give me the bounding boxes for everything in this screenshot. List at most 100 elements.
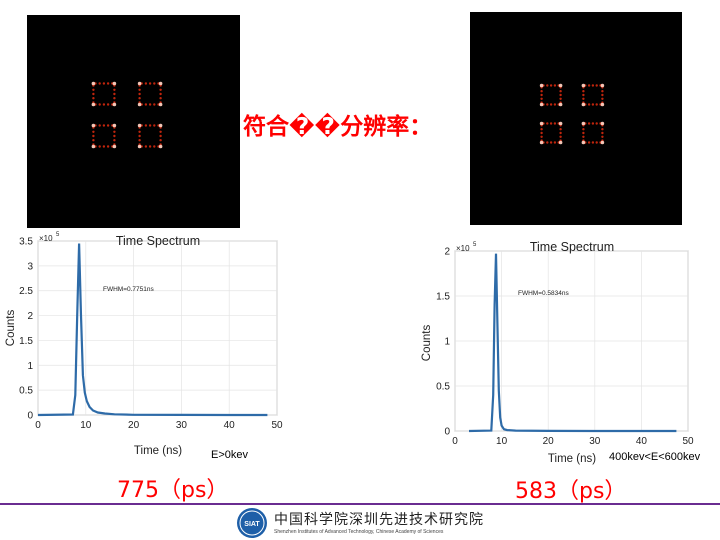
flood-spot — [600, 83, 605, 88]
x-tick-label: 20 — [543, 436, 555, 447]
flood-spot — [138, 97, 141, 100]
flood-spot — [587, 122, 591, 125]
y-tick-labels: 0 0.5 1 1.5 2 2.5 3 3.5 — [19, 237, 33, 422]
flood-spot — [98, 82, 101, 85]
flood-spot — [92, 92, 95, 96]
flood-spot — [600, 140, 605, 145]
flood-spot — [91, 102, 96, 107]
flood-spot — [582, 135, 585, 138]
flood-spot — [113, 97, 116, 100]
flood-spot — [137, 144, 142, 149]
flood-spot — [92, 88, 95, 92]
flood-spot — [546, 141, 549, 144]
y-tick-label: 0.5 — [19, 386, 33, 397]
series-line — [37, 243, 268, 417]
flood-spot — [553, 84, 557, 87]
y-tick-label: 3 — [27, 261, 33, 272]
flood-spot — [601, 97, 604, 101]
flood-spot — [601, 135, 604, 138]
x-tick-label: 10 — [496, 436, 508, 447]
flood-spot — [106, 124, 110, 127]
flood-spot — [587, 103, 591, 106]
plot-frame — [37, 240, 278, 416]
flood-spot — [159, 130, 162, 133]
flood-spot — [102, 124, 106, 127]
x-tick-labels: 0 10 20 30 40 50 — [452, 436, 694, 447]
y-tick-label: 1 — [444, 337, 450, 348]
flood-spot — [540, 131, 543, 135]
flood-spot — [587, 141, 591, 144]
flood-spot — [137, 123, 142, 128]
flood-spot — [144, 103, 148, 106]
flood-spot — [558, 121, 563, 126]
series-line — [468, 253, 677, 433]
y-tick-label: 2 — [444, 247, 450, 258]
flood-spot — [106, 82, 110, 85]
flood-spot — [582, 90, 585, 93]
flood-spot — [137, 81, 142, 86]
flood-spot — [581, 102, 586, 107]
flood-spot — [113, 88, 116, 92]
flood-spot — [98, 145, 101, 148]
flood-spot — [148, 82, 152, 85]
flood-spot — [559, 97, 562, 101]
flood-spot — [159, 97, 162, 100]
y-axis-label: Counts — [5, 310, 17, 347]
y-axis-label: Counts — [421, 325, 433, 362]
flood-spot — [112, 102, 117, 107]
flood-spot — [546, 122, 549, 125]
flood-map-image-right — [470, 12, 682, 225]
y-multiplier: ×10 5 — [39, 232, 60, 243]
flood-spot — [138, 130, 141, 133]
flood-map-image-left — [27, 15, 240, 228]
footer-divider — [0, 503, 720, 505]
flood-spot — [587, 84, 591, 87]
flood-spot — [92, 97, 95, 100]
flood-spot — [98, 103, 101, 106]
flood-spot — [98, 124, 101, 127]
flood-spot — [138, 88, 141, 92]
institution-footer: SIAT 中国科学院深圳先进技术研究院 Shenzhen Institutes … — [236, 507, 496, 539]
plot-area-right: 0 10 20 30 40 50 0 0.5 1 1.5 2 FWHM=0.5834ns — [436, 247, 694, 448]
chart-title: Time Spectrum — [116, 234, 200, 248]
flood-spot — [539, 121, 544, 126]
flood-spot — [549, 122, 553, 125]
flood-spot — [91, 123, 96, 128]
flood-spot — [153, 145, 156, 148]
flood-spot — [591, 103, 595, 106]
flood-spot — [92, 134, 95, 138]
timing-resolution-left: 775（ps） — [117, 478, 229, 503]
plot-area-left: 0 10 20 30 40 50 0 0.5 1 1.5 2 2.5 3 3.5 FWHM=0.7751… — [19, 237, 283, 432]
flood-spot — [153, 103, 156, 106]
y-tick-label: 0.5 — [436, 382, 450, 393]
flood-spot — [549, 141, 553, 144]
institution-name-cn: 中国科学院深圳先进技术研究院 — [274, 512, 484, 528]
flood-spot — [591, 84, 595, 87]
flood-spot — [559, 131, 562, 135]
flood-spot — [92, 130, 95, 133]
flood-spot — [595, 141, 598, 144]
x-axis-label: Time (ns) — [548, 453, 596, 465]
flood-spot — [595, 84, 598, 87]
flood-spot — [600, 121, 605, 126]
x-tick-label: 40 — [636, 436, 648, 447]
flood-spot — [138, 92, 141, 96]
flood-spot — [539, 102, 544, 107]
flood-spot — [113, 134, 116, 138]
flood-spot — [595, 122, 598, 125]
flood-spot — [591, 141, 595, 144]
flood-spot — [582, 93, 585, 97]
y-tick-label: 1.5 — [19, 336, 33, 347]
flood-spot — [91, 144, 96, 149]
flood-spot — [540, 135, 543, 138]
flood-spot — [112, 123, 117, 128]
x-tick-label: 30 — [589, 436, 601, 447]
flood-spot — [546, 103, 549, 106]
flood-spot — [148, 103, 152, 106]
flood-spot — [158, 123, 163, 128]
flood-spot — [159, 92, 162, 96]
flood-spot — [582, 97, 585, 101]
energy-window-label-left: E>0kev — [211, 449, 248, 461]
flood-spot — [582, 131, 585, 135]
flood-spot — [601, 131, 604, 135]
